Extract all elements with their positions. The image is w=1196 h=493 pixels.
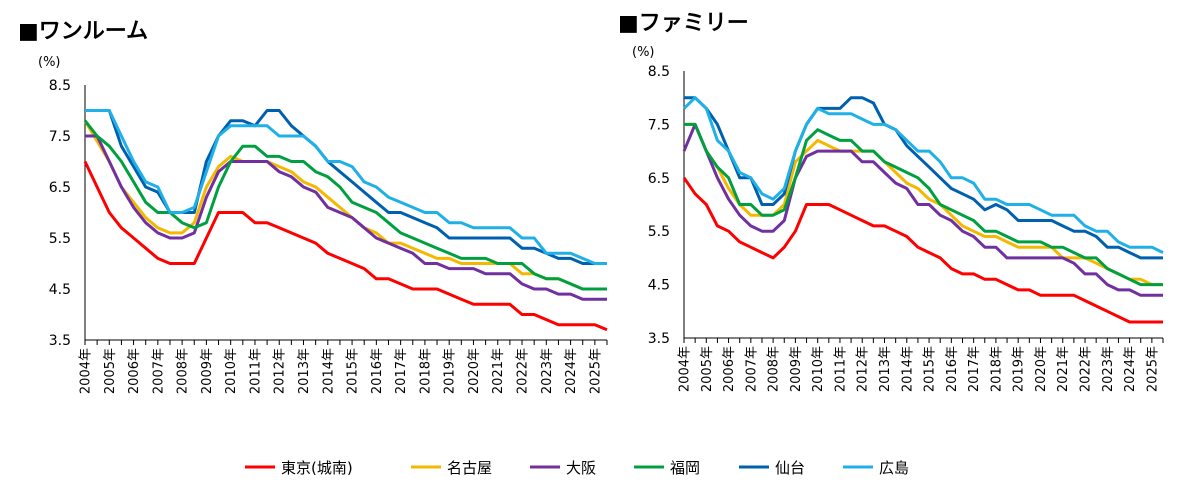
chart-panel-1: ■ワンルーム (%) 8.5 7.5 6.5 5.5 4.5 3.5 2004年 2005年 200… [18, 19, 608, 394]
x-tick-label: 2021年 [491, 348, 506, 394]
x-tick-label: 2022年 [516, 348, 531, 394]
legend-item: 名古屋 [411, 459, 492, 477]
y-tick-label: 5.5 [49, 231, 71, 247]
x-tick-label: 2010年 [224, 348, 239, 394]
x-tick-label: 2022年 [1079, 346, 1094, 392]
y-tick-label: 6.5 [648, 171, 670, 187]
x-tick-label: 2014年 [321, 348, 336, 394]
series-line-4 [684, 122, 1163, 287]
x-tick-label: 2021年 [1056, 346, 1071, 392]
y-axis-unit: (%) [632, 45, 655, 60]
legend-label: 仙台 [775, 459, 805, 477]
x-tick-label: 2018年 [989, 346, 1004, 392]
series-line-1 [682, 176, 1163, 324]
legend-label: 大阪 [566, 459, 596, 477]
y-tick-label: 5.5 [648, 224, 670, 240]
x-tick-label: 2013年 [297, 348, 312, 394]
x-tick-label: 2004年 [678, 346, 693, 392]
x-tick-label: 2015年 [923, 346, 938, 392]
x-tick-label: 2008年 [176, 348, 191, 394]
x-tick-label: 2019年 [443, 348, 458, 394]
x-tick-label: 2009年 [789, 346, 804, 392]
x-tick-label: 2020年 [467, 348, 482, 394]
chart-title: ■ワンルーム [18, 19, 148, 44]
series-line-4 [83, 119, 607, 291]
series-line-3 [682, 122, 1163, 297]
x-tick-label: 2020年 [1034, 346, 1049, 392]
x-tick-label: 2011年 [248, 348, 263, 394]
x-tick-label: 2017年 [394, 348, 409, 394]
x-tick-label: 2012年 [856, 346, 871, 392]
series-line-6 [682, 96, 1164, 254]
legend-item: 東京(城南) [245, 459, 353, 477]
y-tick-label: 7.5 [648, 117, 670, 133]
y-tick-label: 4.5 [49, 282, 71, 298]
x-tick-label: 2024年 [1123, 346, 1138, 392]
chart-panel-2: ■ファミリー (%) 8.5 7.5 6.5 5.5 4.5 3.5 2004年 2005年 200… [618, 11, 1164, 392]
x-tick-label: 2024年 [564, 348, 579, 394]
x-tick-label: 2008年 [767, 346, 782, 392]
series-line-1 [83, 160, 608, 332]
x-tick-label: 2025年 [588, 348, 603, 394]
x-tick-label: 2016年 [945, 346, 960, 392]
y-tick-label: 4.5 [648, 278, 670, 294]
x-tick-label: 2007年 [744, 346, 759, 392]
x-tick-label: 2016年 [370, 348, 385, 394]
x-tick-label: 2004年 [79, 348, 94, 394]
x-tick-label: 2015年 [346, 348, 361, 394]
x-tick-label: 2013年 [878, 346, 893, 392]
series-line-5 [85, 109, 607, 265]
series-line-2 [83, 119, 607, 291]
series-line-3 [85, 134, 607, 301]
x-tick-label: 2005年 [103, 348, 118, 394]
legend-label: 福岡 [670, 459, 700, 477]
x-tick-label: 2023年 [540, 348, 555, 394]
legend-label: 名古屋 [447, 459, 492, 477]
y-tick-label: 3.5 [49, 333, 71, 349]
x-tick-label: 2019年 [1012, 346, 1027, 392]
x-tick-label: 2006年 [722, 346, 737, 392]
series-line-6 [85, 109, 607, 265]
legend-item: 仙台 [739, 459, 805, 477]
y-tick-label: 7.5 [49, 129, 71, 145]
legend-item: 大阪 [530, 459, 596, 477]
x-tick-label: 2025年 [1145, 346, 1160, 392]
chart-title: ■ファミリー [618, 11, 749, 36]
legend-item: 広島 [843, 459, 909, 477]
x-tick-label: 2023年 [1101, 346, 1116, 392]
legend: 東京(城南) 名古屋 大阪 福岡 仙台 広島 [245, 459, 909, 477]
y-tick-label: 3.5 [648, 331, 670, 347]
legend-item: 福岡 [634, 459, 700, 477]
series-line-5 [684, 96, 1163, 260]
x-tick-label: 2007年 [151, 348, 166, 394]
y-tick-label: 8.5 [49, 78, 71, 94]
x-tick-label: 2010年 [811, 346, 826, 392]
y-tick-label: 8.5 [648, 64, 670, 80]
x-tick-label: 2012年 [273, 348, 288, 394]
y-axis-unit: (%) [38, 55, 61, 70]
x-tick-label: 2014年 [900, 346, 915, 392]
x-tick-label: 2011年 [833, 346, 848, 392]
x-tick-label: 2017年 [967, 346, 982, 392]
legend-label: 東京(城南) [281, 459, 353, 477]
legend-label: 広島 [879, 459, 909, 477]
x-tick-label: 2006年 [127, 348, 142, 394]
x-tick-label: 2018年 [418, 348, 433, 394]
x-tick-label: 2009年 [200, 348, 215, 394]
y-tick-label: 6.5 [49, 180, 71, 196]
x-tick-label: 2005年 [700, 346, 715, 392]
